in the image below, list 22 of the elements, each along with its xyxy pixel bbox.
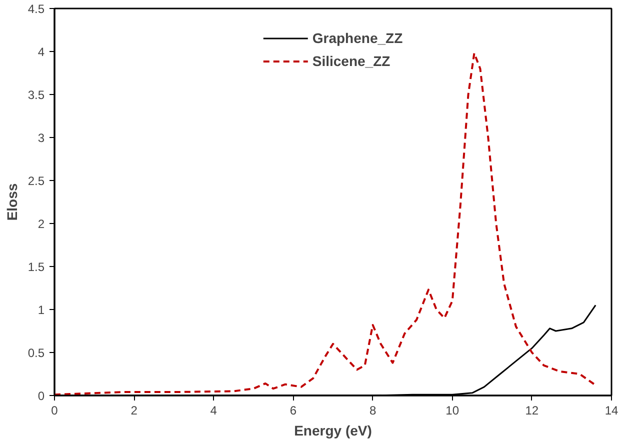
- y-tick-label: 1.5: [28, 260, 45, 274]
- x-tick-label: 0: [51, 404, 58, 418]
- x-tick-label: 12: [525, 404, 539, 418]
- y-tick-label: 1: [38, 303, 45, 317]
- y-tick-label: 0: [38, 389, 45, 403]
- y-tick-label: 0.5: [28, 346, 45, 360]
- y-tick-label: 4.5: [28, 2, 45, 16]
- x-tick-label: 6: [290, 404, 297, 418]
- legend-label: Silicene_ZZ: [312, 53, 390, 69]
- y-tick-label: 2: [38, 217, 45, 231]
- x-axis-title: Energy (eV): [294, 422, 372, 438]
- y-tick-label: 3: [38, 131, 45, 145]
- y-tick-label: 3.5: [28, 88, 45, 102]
- y-tick-label: 2.5: [28, 174, 45, 188]
- legend-label: Graphene_ZZ: [312, 30, 403, 46]
- x-tick-label: 10: [446, 404, 460, 418]
- y-tick-label: 4: [38, 45, 45, 59]
- x-tick-label: 2: [130, 404, 138, 418]
- x-tick-label: 14: [604, 404, 618, 418]
- x-tick-label: 4: [210, 404, 218, 418]
- y-axis-title: Eloss: [4, 183, 20, 221]
- x-tick-label: 8: [369, 404, 376, 418]
